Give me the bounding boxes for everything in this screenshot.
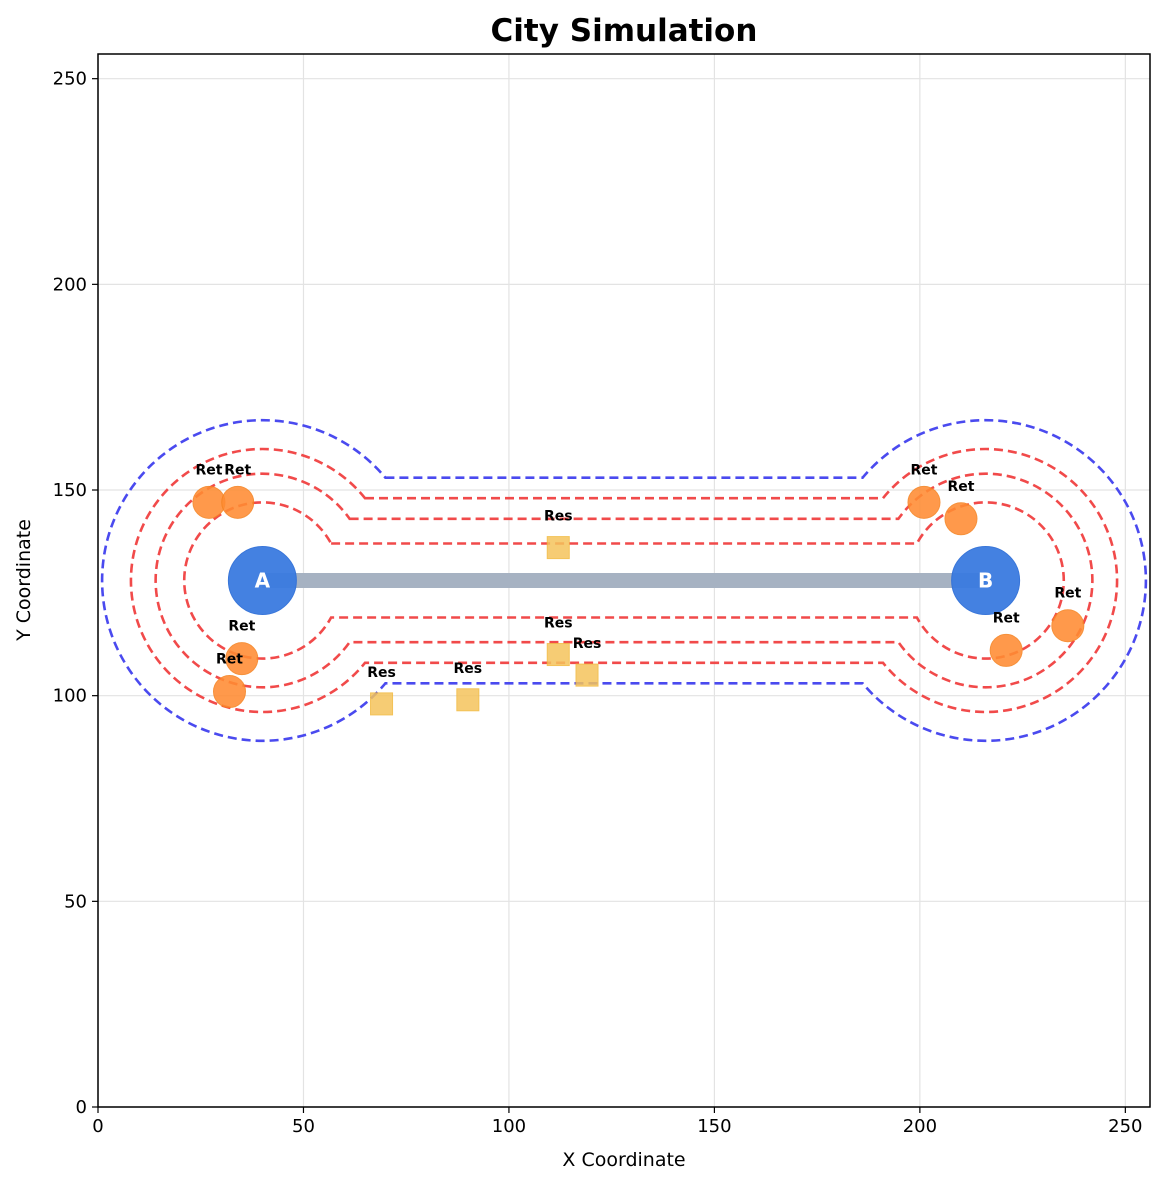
y-tick-label: 150 [53,480,87,501]
y-tick-label: 0 [76,1097,87,1118]
residential-label: Res [454,661,483,677]
node-marker [227,546,297,615]
y-tick-label: 100 [53,686,87,707]
retail-marker [221,485,255,519]
residential-marker [575,663,599,687]
retail-label: Ret [224,462,251,478]
x-tick-label: 100 [492,1116,526,1137]
retail-marker [1051,609,1085,643]
y-axis-label: Y Coordinate [13,519,35,642]
retail-marker [213,675,246,709]
residential-layer [370,536,599,716]
residential-label: Res [573,636,602,652]
x-tick-label: 200 [903,1116,937,1137]
retail-label: Ret [195,462,222,478]
contour-lines [100,418,1148,743]
retail-marker [944,502,978,536]
x-tick-label: 150 [697,1116,731,1137]
chart-title: City Simulation [491,13,758,49]
retail-label: Ret [911,462,938,478]
node-marker [951,546,1021,615]
x-tick-label: 250 [1108,1116,1142,1137]
retail-label: Ret [216,652,243,668]
contour-line-inner [129,447,1119,714]
x-axis-label: X Coordinate [562,1149,685,1171]
retail-label: Ret [1054,586,1081,602]
node-label: B [978,569,993,593]
retail-marker [989,633,1023,667]
retail-layer [192,485,1085,709]
y-tick-label: 50 [64,891,87,912]
contour-line-inner [154,472,1094,689]
retail-label: Ret [993,610,1020,626]
retail-label: Ret [228,619,255,635]
retail-label: Ret [947,479,974,495]
retail-marker [225,642,259,676]
residential-marker [546,536,570,560]
residential-marker [456,688,480,712]
x-tick-label: 50 [292,1116,315,1137]
residential-marker [370,692,394,716]
retail-marker [192,485,226,519]
retail-marker [907,485,941,519]
contour-line-outer [100,418,1148,743]
plot-frame [97,53,1151,1108]
x-tick-label: 0 [92,1116,103,1137]
node-label: A [255,569,271,593]
residential-label: Res [544,616,573,632]
residential-label: Res [544,509,573,525]
contour-line-inner [183,501,1065,660]
y-tick-label: 250 [53,69,87,90]
y-tick-label: 200 [53,274,87,295]
residential-label: Res [367,665,396,681]
axis-ticks: 0 50 100 150 200 250 0 50 100 150 200 250 [53,69,1143,1137]
residential-marker [546,643,570,667]
